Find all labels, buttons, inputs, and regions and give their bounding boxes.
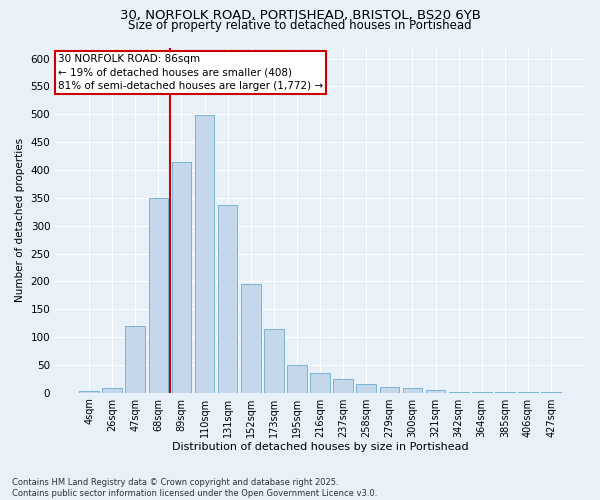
Bar — [356, 384, 376, 392]
Text: Size of property relative to detached houses in Portishead: Size of property relative to detached ho… — [128, 19, 472, 32]
X-axis label: Distribution of detached houses by size in Portishead: Distribution of detached houses by size … — [172, 442, 469, 452]
Bar — [380, 387, 399, 392]
Text: Contains HM Land Registry data © Crown copyright and database right 2025.
Contai: Contains HM Land Registry data © Crown c… — [12, 478, 377, 498]
Bar — [218, 204, 238, 392]
Bar — [264, 328, 284, 392]
Bar — [172, 162, 191, 392]
Text: 30 NORFOLK ROAD: 86sqm
← 19% of detached houses are smaller (408)
81% of semi-de: 30 NORFOLK ROAD: 86sqm ← 19% of detached… — [58, 54, 323, 91]
Bar — [310, 373, 330, 392]
Bar — [195, 116, 214, 392]
Bar — [334, 380, 353, 392]
Text: 30, NORFOLK ROAD, PORTISHEAD, BRISTOL, BS20 6YB: 30, NORFOLK ROAD, PORTISHEAD, BRISTOL, B… — [119, 9, 481, 22]
Bar — [426, 390, 445, 392]
Bar — [149, 198, 168, 392]
Y-axis label: Number of detached properties: Number of detached properties — [15, 138, 25, 302]
Bar — [125, 326, 145, 392]
Bar — [403, 388, 422, 392]
Bar — [241, 284, 260, 393]
Bar — [103, 388, 122, 392]
Bar — [287, 365, 307, 392]
Bar — [79, 391, 99, 392]
